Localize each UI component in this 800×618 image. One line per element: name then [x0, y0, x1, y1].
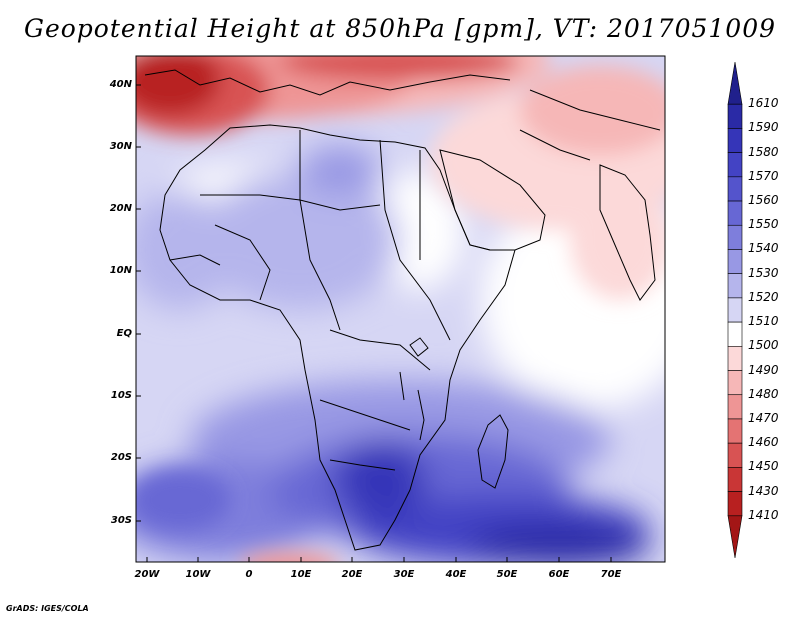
colorbar-label: 1540 [748, 241, 779, 256]
lon-label: 10E [290, 569, 312, 580]
colorbar-swatch [727, 467, 743, 492]
colorbar-swatch [727, 152, 743, 178]
colorbar-swatch [727, 200, 743, 226]
lon-label: 30E [393, 569, 415, 580]
colorbar-label: 1560 [748, 193, 779, 208]
plot-frame [135, 55, 666, 563]
colorbar-swatch [727, 61, 743, 105]
colorbar-swatch [727, 394, 743, 420]
lon-label: 50E [496, 569, 518, 580]
colorbar-swatch [727, 346, 743, 371]
colorbar-label: 1430 [748, 483, 779, 498]
colorbar-label: 1460 [748, 435, 779, 450]
colorbar-label: 1450 [748, 459, 779, 474]
colorbar-swatch [727, 321, 743, 347]
coastlines [144, 69, 661, 551]
lat-label: 20S [110, 452, 132, 463]
axis-ticks [136, 84, 612, 562]
colorbar-swatch [727, 103, 743, 129]
colorbar-label: 1500 [748, 338, 779, 353]
colorbar-label: 1580 [748, 144, 779, 159]
lon-label: 10W [185, 569, 211, 580]
lon-label: 60E [548, 569, 570, 580]
colorbar-label: 1530 [748, 265, 779, 280]
lat-label: 40N [109, 79, 132, 90]
colorbar-label: 1590 [748, 120, 779, 135]
colorbar [727, 61, 743, 559]
colorbar-swatch [727, 515, 743, 559]
lon-label: 20W [134, 569, 160, 580]
colorbar-label: 1510 [748, 314, 779, 329]
colorbar-label: 1490 [748, 362, 779, 377]
colorbar-swatch [727, 249, 743, 274]
colorbar-swatch [727, 128, 743, 153]
lon-label: 0 [245, 569, 253, 580]
colorbar-label: 1470 [748, 410, 779, 425]
colorbar-swatch [727, 442, 743, 468]
lat-label: 30S [110, 515, 132, 526]
credit-text: GrADS: IGES/COLA [6, 604, 89, 613]
lon-label: 70E [600, 569, 622, 580]
lat-label: 20N [109, 203, 132, 214]
colorbar-swatch [727, 176, 743, 202]
colorbar-swatch [727, 273, 743, 299]
lat-label: 10S [110, 390, 132, 401]
colorbar-swatch [727, 297, 743, 323]
colorbar-label: 1550 [748, 217, 779, 232]
colorbar-label: 1570 [748, 168, 779, 183]
height-field [136, 56, 665, 562]
colorbar-swatch [727, 224, 743, 250]
colorbar-swatch [727, 418, 743, 444]
lon-label: 40E [445, 569, 467, 580]
colorbar-label: 1410 [748, 507, 779, 522]
colorbar-label: 1480 [748, 386, 779, 401]
colorbar-swatch [727, 491, 743, 517]
map-title: Geopotential Height at 850hPa [gpm], VT:… [23, 14, 777, 43]
lon-label: 20E [341, 569, 363, 580]
lat-label: 30N [109, 141, 132, 152]
colorbar-label: 1520 [748, 289, 779, 304]
colorbar-label: 1610 [748, 96, 779, 111]
lat-label: 10N [109, 265, 132, 276]
colorbar-swatch [727, 370, 743, 396]
lat-label: EQ [116, 328, 132, 339]
